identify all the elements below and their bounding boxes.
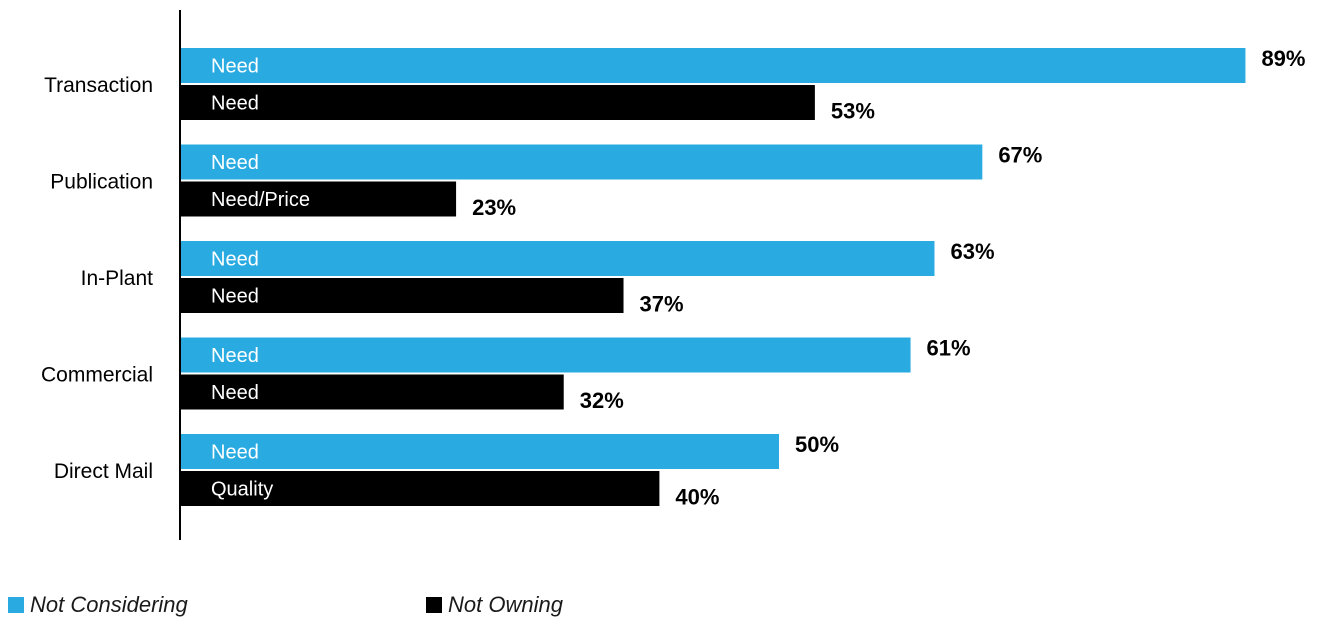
value-label-not-considering-transaction: 89% (1261, 46, 1305, 71)
bar-label-not-considering-direct-mail: Need (211, 442, 259, 464)
bar-label-not-considering-commercial: Need (211, 345, 259, 367)
bar-label-not-owning-commercial: Need (211, 382, 259, 404)
value-label-not-owning-transaction: 53% (831, 99, 875, 124)
bar-label-not-owning-in-plant: Need (211, 286, 259, 308)
value-label-not-owning-commercial: 32% (580, 388, 624, 413)
bar-not-owning-publication (181, 181, 457, 217)
category-label-publication: Publication (50, 171, 153, 194)
value-label-not-considering-in-plant: 63% (950, 239, 994, 264)
bar-label-not-owning-transaction: Need (211, 93, 259, 115)
bar-chart: Transaction Publication In-Plant Commercial… (41, 10, 1305, 540)
legend: Not Considering Not Owning (8, 592, 908, 618)
category-label-in-plant: In-Plant (81, 267, 154, 290)
value-labels: 89% 53% 67% 23% 63% 37% 61% 32% 50% 40% (472, 46, 1305, 510)
category-labels: Transaction Publication In-Plant Commercial… (41, 74, 153, 483)
legend-item-not-owning: Not Owning (426, 592, 563, 618)
bar-texts: Need Need Need Need/Price Need Need Need Need Ne… (211, 56, 310, 501)
legend-item-not-considering: Not Considering (8, 592, 188, 618)
legend-swatch-not-owning (426, 597, 442, 613)
bar-not-considering-transaction (181, 48, 1246, 83)
bar-not-considering-in-plant (181, 241, 935, 276)
value-label-not-owning-direct-mail: 40% (675, 485, 719, 510)
value-label-not-owning-publication: 23% (472, 195, 516, 220)
bar-label-not-considering-publication: Need (211, 152, 259, 174)
legend-label-not-owning: Not Owning (448, 592, 563, 617)
bar-not-owning-transaction (181, 85, 815, 120)
bar-not-considering-direct-mail (181, 434, 779, 469)
bar-not-owning-direct-mail (181, 471, 660, 506)
value-label-not-considering-direct-mail: 50% (795, 432, 839, 457)
bar-label-not-considering-in-plant: Need (211, 249, 259, 271)
value-label-not-considering-publication: 67% (998, 143, 1042, 168)
value-label-not-owning-in-plant: 37% (640, 292, 684, 317)
bar-not-considering-publication (181, 144, 983, 180)
bar-label-not-considering-transaction: Need (211, 56, 259, 78)
category-label-transaction: Transaction (44, 74, 153, 97)
bar-not-owning-in-plant (181, 278, 624, 313)
bar-not-owning-commercial (181, 374, 564, 410)
bar-not-considering-commercial (181, 337, 911, 373)
bars (181, 48, 1246, 506)
bar-label-not-owning-publication: Need/Price (211, 189, 310, 211)
category-label-commercial: Commercial (41, 364, 153, 387)
legend-label-not-considering: Not Considering (30, 592, 188, 617)
value-label-not-considering-commercial: 61% (927, 336, 971, 361)
category-label-direct-mail: Direct Mail (54, 460, 153, 483)
legend-swatch-not-considering (8, 597, 24, 613)
bar-label-not-owning-direct-mail: Quality (211, 479, 273, 501)
